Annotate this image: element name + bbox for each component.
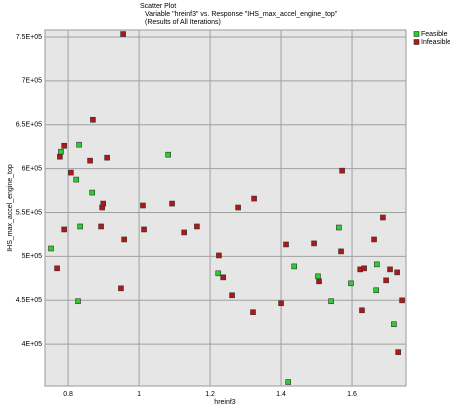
point [361, 265, 367, 272]
point [165, 151, 171, 158]
y-tick-label: 5E+05 [22, 253, 43, 260]
y-tick-label: 7.5E+05 [16, 34, 42, 41]
point [90, 116, 96, 123]
point [120, 31, 126, 37]
point [373, 287, 379, 294]
point [100, 200, 107, 207]
x-tick-label: 0.8 [63, 391, 73, 398]
point [394, 269, 400, 276]
point [251, 195, 257, 202]
point [387, 266, 393, 273]
y-axis-label: IHS_max_accel_engine_top [7, 164, 14, 252]
x-tick-label: 1.4 [276, 391, 286, 398]
point [141, 226, 147, 233]
point [374, 261, 380, 268]
point [371, 236, 377, 243]
point [73, 176, 80, 183]
point [58, 148, 64, 155]
point [61, 142, 67, 149]
point [87, 157, 93, 164]
point [140, 202, 146, 209]
point [336, 224, 342, 231]
point [121, 236, 127, 243]
y-tick-label: 7E+05 [22, 78, 43, 85]
point [104, 154, 110, 161]
point [194, 223, 200, 230]
point [338, 248, 344, 255]
legend-swatch [413, 31, 420, 37]
point [311, 240, 317, 247]
point [283, 241, 289, 248]
point [169, 200, 175, 207]
point [75, 298, 81, 305]
point [229, 292, 235, 299]
point [118, 285, 124, 292]
legend-label: Feasible [421, 31, 448, 38]
x-tick-label: 1 [137, 391, 141, 398]
y-tick-label: 6.5E+05 [16, 122, 42, 129]
chart-subtitle: Variable "hreinf3" vs. Response "IHS_max… [145, 11, 338, 18]
point [250, 309, 256, 316]
point [181, 229, 187, 236]
point [328, 298, 334, 305]
point [291, 263, 297, 270]
plot-area [44, 29, 407, 387]
chart-note: (Results of All Iterations) [145, 19, 221, 26]
point [316, 278, 322, 285]
point [77, 223, 83, 230]
point [48, 245, 54, 252]
point [399, 297, 405, 304]
point [215, 270, 222, 277]
point [216, 252, 222, 259]
chart-title: Scatter Plot [140, 3, 176, 10]
legend-label: Infeasible [421, 39, 450, 46]
point [315, 273, 321, 280]
point [68, 169, 74, 176]
y-tick-label: 5.5E+05 [16, 209, 42, 216]
point [285, 379, 291, 385]
point [391, 321, 397, 328]
point [54, 265, 60, 272]
point [339, 167, 345, 174]
point [380, 214, 386, 221]
x-tick-label: 1.6 [347, 391, 357, 398]
point [383, 277, 389, 284]
y-tick-label: 4.5E+05 [16, 297, 42, 304]
y-tick-label: 6E+05 [22, 165, 43, 172]
point [395, 349, 401, 355]
point [76, 141, 82, 148]
point [348, 280, 354, 287]
y-tick-label: 4E+05 [22, 341, 43, 348]
point [61, 226, 67, 233]
point [89, 189, 96, 196]
point [220, 274, 226, 281]
point [98, 223, 104, 230]
legend-swatch [413, 39, 420, 45]
x-tick-label: 1.2 [205, 391, 215, 398]
point [359, 307, 365, 314]
point [278, 300, 284, 307]
x-axis-label: hreinf3 [214, 399, 236, 406]
point [235, 204, 241, 211]
point [57, 153, 63, 160]
